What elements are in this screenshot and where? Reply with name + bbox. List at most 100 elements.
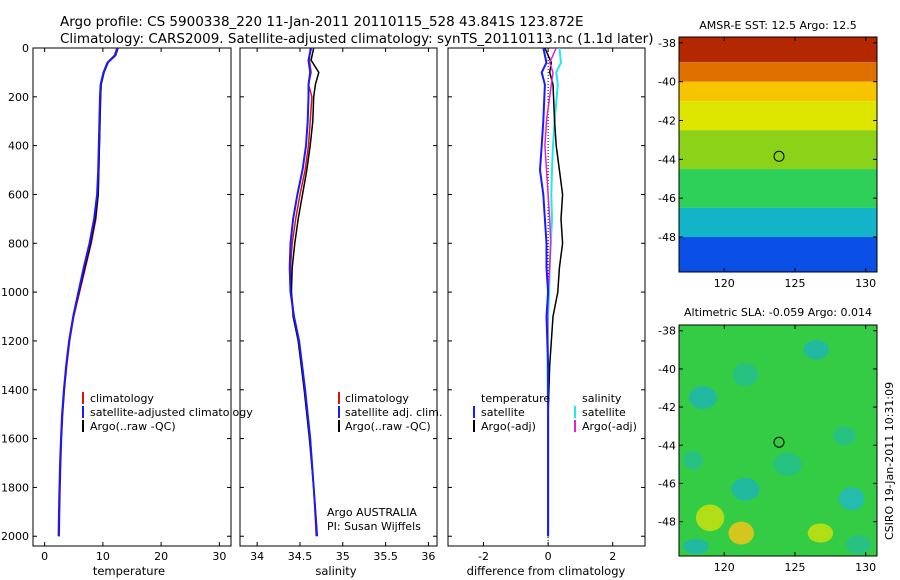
legend-label: Argo(-adj) [481,420,536,433]
y-tick-label: 1000 [1,286,29,299]
sla-anomaly-patch [807,523,834,543]
legend-heading-salinity: salinity [582,392,622,405]
temperature-panel: 0 10 20 30 0 200 400 600 800 1000 1200 1400 1600 1800… [1,42,232,563]
x-tick-label: 10 [96,550,110,563]
legend-label: satellite adj. clim. [345,406,442,419]
y-tick-label: -42 [658,401,676,414]
argo-location-marker [773,150,785,162]
series-line-temperature-satellite [539,47,550,537]
y-tick-label: 1400 [1,384,29,397]
y-tick-label: -40 [658,363,676,376]
sst-color-band [679,81,877,102]
series-line-satellite-adj-clim- [288,47,319,537]
legend-label: climatology [90,392,154,405]
y-tick-label: 200 [8,91,29,104]
sst-map-panel: 120 125 130 -38 -40 -42 -44 -46 -48 [658,36,878,290]
x-tick-label: 20 [154,550,168,563]
x-tick-label: 125 [784,277,805,290]
header-line-1: Argo profile: CS 5900338_220 11-Jan-2011… [60,14,583,30]
sst-color-band [679,130,877,170]
difference-xlabel: difference from climatology [467,564,626,578]
sla-anomaly-patch [683,451,704,471]
y-tick-label: -42 [658,115,676,128]
difference-legend: temperature satellite Argo(-adj) salinit… [473,392,637,433]
sst-color-band [679,207,877,238]
x-tick-label: 130 [855,561,876,574]
y-tick-label: -44 [658,153,676,166]
y-tick-label: -38 [658,37,676,50]
sla-anomaly-patch [695,504,725,532]
x-tick-label: 35 [336,550,350,563]
legend-label: Argo(..raw -QC) [345,420,431,433]
legend-label: satellite [582,406,626,419]
x-tick-label: 35.5 [373,550,398,563]
x-tick-label: 0 [545,550,552,563]
difference-panel: -2 0 2 [447,47,646,563]
x-tick-label: 130 [855,277,876,290]
x-tick-label: 34 [250,550,264,563]
salinity-panel: 34 34.5 35 35.5 36 [239,47,438,563]
x-tick-label: 120 [714,561,735,574]
y-tick-label: -46 [658,192,676,205]
sla-anomaly-patch [688,386,718,409]
x-tick-label: 120 [714,277,735,290]
y-tick-label: -38 [658,325,676,338]
legend-heading-temperature: temperature [481,392,550,405]
sst-color-band [679,62,877,82]
legend-label: Argo(..raw -QC) [90,420,176,433]
y-tick-label: -40 [658,76,676,89]
sla-anomaly-patch [773,452,803,476]
temperature-legend: climatology satellite-adjusted climatolo… [82,392,253,433]
series-line-argo-raw-qc- [290,47,320,537]
argo-note-line-2: PI: Susan Wijffels [327,520,421,533]
plot-frame [239,47,438,547]
y-tick-label: 800 [8,237,29,250]
legend-label: satellite-adjusted climatology [90,406,253,419]
salinity-legend: climatology satellite adj. clim. Argo(..… [338,392,442,433]
x-tick-label: 34.5 [288,550,313,563]
series-line-climatology [58,47,118,537]
sst-map-title: AMSR-E SST: 12.5 Argo: 12.5 [699,19,857,32]
plot-frame [32,47,232,547]
legend-label: climatology [345,392,409,405]
sla-anomaly-patch [845,535,872,555]
legend-label: satellite [481,406,525,419]
y-tick-label: 1800 [1,481,29,494]
y-tick-label: -44 [658,439,676,452]
sla-anomaly-patch [833,426,856,446]
sla-anomaly-patch [731,477,760,501]
sla-anomaly-patch [728,521,754,545]
series-line-argo-raw-qc- [58,47,119,537]
y-tick-label: 600 [8,188,29,201]
argo-location-marker [773,436,785,448]
x-tick-label: 30 [212,550,226,563]
sst-color-band [679,37,877,63]
salinity-xlabel: salinity [315,564,356,578]
sla-anomaly-patch [732,363,759,387]
sst-color-band [679,237,877,272]
plot-frame [447,47,646,547]
legend-label: Argo(-adj) [582,420,637,433]
map-frame [678,324,878,557]
sst-color-band [679,101,877,131]
y-tick-label: 1600 [1,433,29,446]
x-tick-label: 0 [41,550,48,563]
sla-anomaly-patch [838,487,865,511]
x-tick-label: 125 [784,561,805,574]
y-tick-label: 2000 [1,530,29,543]
y-tick-label: -48 [658,516,676,529]
sla-anomaly-patch [683,538,709,555]
sla-map-title: Altimetric SLA: -0.059 Argo: 0.014 [684,306,872,319]
sst-color-band [679,169,877,208]
credit-text: CSIRO 19-Jan-2011 10:31:09 [883,382,896,540]
y-tick-label: -46 [658,477,676,490]
argo-note-line-1: Argo AUSTRALIA [327,506,417,519]
map-frame [678,36,878,273]
sla-anomaly-patch [803,340,829,360]
x-tick-label: 2 [609,550,616,563]
y-tick-label: 400 [8,140,29,153]
header-line-2: Climatology: CARS2009. Satellite-adjuste… [60,31,653,47]
y-tick-label: 0 [22,42,29,55]
series-line-satellite-adjusted-climatology [57,47,119,537]
